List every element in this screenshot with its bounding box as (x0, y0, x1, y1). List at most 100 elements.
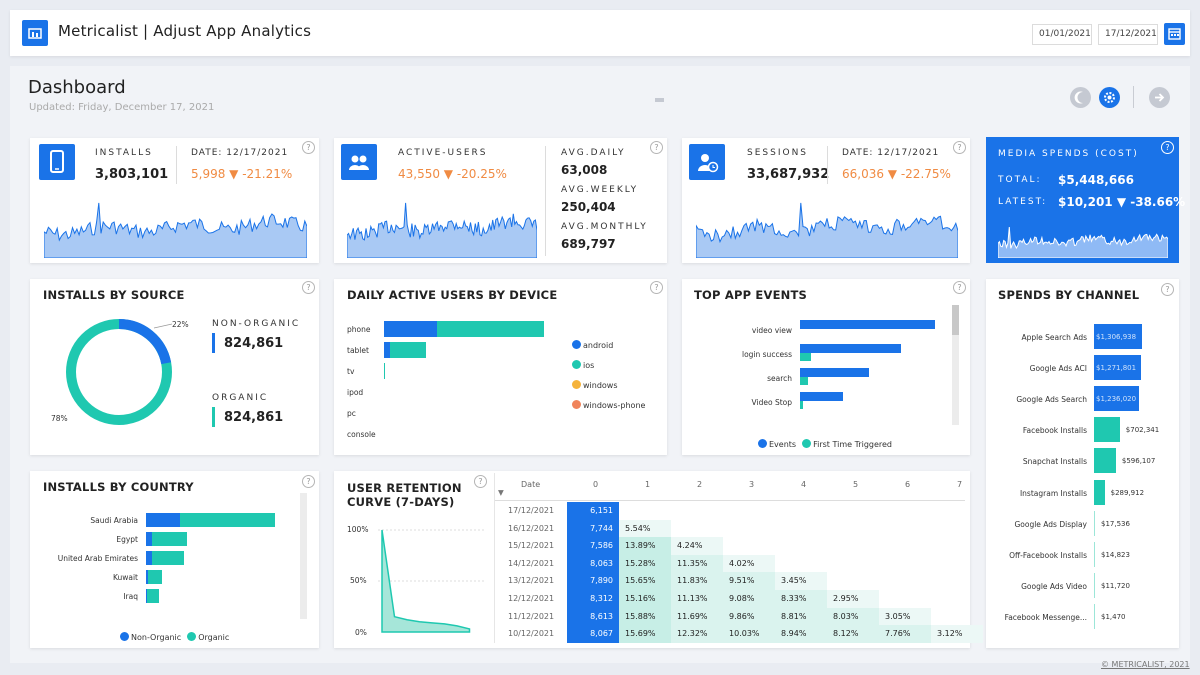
device-bar-android[interactable] (384, 342, 390, 358)
table-header-day[interactable]: 1 (645, 480, 651, 489)
table-cell[interactable]: 6,151 (567, 502, 619, 520)
table-cell[interactable]: 7,890 (567, 572, 619, 590)
next-arrow-icon[interactable] (1149, 87, 1170, 108)
country-bar-non-organic[interactable] (146, 551, 152, 565)
table-cell[interactable]: 10.03% (723, 625, 775, 643)
legend-item[interactable]: Organic (187, 632, 229, 642)
table-cell[interactable]: 8.33% (775, 590, 827, 608)
country-bar-non-organic[interactable] (146, 513, 180, 527)
help-icon[interactable]: ? (1161, 141, 1174, 154)
event-first-time-bar[interactable] (800, 401, 803, 409)
table-cell[interactable]: 3.45% (775, 572, 827, 590)
country-bar-organic[interactable] (152, 532, 187, 546)
channel-bar[interactable] (1094, 510, 1095, 536)
channel-bar[interactable] (1094, 417, 1120, 443)
table-cell[interactable]: 5.54% (619, 519, 671, 538)
channel-bar[interactable] (1094, 479, 1105, 505)
device-bar-ios[interactable] (389, 342, 426, 358)
country-bar-organic[interactable] (152, 551, 184, 565)
channel-bar[interactable] (1094, 603, 1095, 629)
calendar-button[interactable] (1164, 23, 1185, 45)
channel-bar[interactable] (1094, 572, 1095, 598)
legend-item-ios[interactable]: ios (572, 360, 645, 370)
table-header-day[interactable]: 6 (905, 480, 911, 489)
legend-item-windows-phone[interactable]: windows-phone (572, 400, 645, 410)
help-icon[interactable]: ? (302, 281, 315, 294)
country-bar-non-organic[interactable] (146, 532, 152, 546)
table-cell[interactable]: 8.94% (775, 625, 827, 643)
help-icon[interactable]: ? (953, 141, 966, 154)
table-cell[interactable]: 15.88% (619, 607, 671, 626)
table-cell[interactable]: 15.28% (619, 554, 671, 573)
help-icon[interactable]: ? (474, 475, 487, 488)
country-scrollbar[interactable] (300, 493, 307, 619)
channel-bar[interactable] (1094, 541, 1095, 567)
table-header-day[interactable]: 7 (957, 480, 963, 489)
legend-item[interactable]: Non-Organic (120, 632, 181, 642)
legend-item-android[interactable]: android (572, 340, 645, 350)
table-cell[interactable]: 12.32% (671, 625, 723, 643)
legend-item[interactable]: First Time Triggered (802, 439, 892, 449)
channel-bar[interactable] (1094, 324, 1142, 349)
legend-item-windows[interactable]: windows (572, 380, 645, 390)
table-cell[interactable]: 8,613 (567, 607, 619, 626)
table-cell[interactable]: 2.95% (827, 590, 879, 608)
table-header-day[interactable]: 0 (593, 480, 599, 489)
date-to-input[interactable]: 17/12/2021 (1098, 24, 1158, 45)
table-cell[interactable]: 15.69% (619, 625, 671, 643)
event-bar[interactable] (800, 392, 844, 401)
table-cell[interactable]: 15.16% (619, 590, 671, 608)
table-cell[interactable]: 3.05% (879, 607, 931, 626)
country-bar-non-organic[interactable] (146, 589, 147, 603)
table-cell[interactable]: 11.35% (671, 554, 723, 573)
footer-copyright[interactable]: © METRICALIST, 2021 (1101, 660, 1190, 669)
help-icon[interactable]: ? (1161, 283, 1174, 296)
table-header-day[interactable]: 5 (853, 480, 859, 489)
table-cell[interactable]: 9.51% (723, 572, 775, 590)
theme-toggle-icon[interactable] (1070, 87, 1091, 108)
collapse-handle[interactable] (655, 98, 664, 102)
help-icon[interactable]: ? (302, 141, 315, 154)
table-header-day[interactable]: 3 (749, 480, 755, 489)
help-icon[interactable]: ? (650, 281, 663, 294)
table-cell[interactable]: 8.81% (775, 607, 827, 626)
table-header-day[interactable]: 4 (801, 480, 807, 489)
table-cell[interactable]: 11.69% (671, 607, 723, 626)
events-scrollbar[interactable] (952, 305, 959, 425)
help-icon[interactable]: ? (302, 475, 315, 488)
table-header-date[interactable]: Date (521, 480, 541, 489)
table-cell[interactable]: 8,067 (567, 625, 619, 643)
settings-gear-icon[interactable] (1099, 87, 1120, 108)
country-bar-organic[interactable] (148, 570, 162, 584)
table-cell[interactable]: 11.13% (671, 590, 723, 608)
country-bar-non-organic[interactable] (146, 570, 148, 584)
device-bar-android[interactable] (384, 321, 438, 337)
table-cell[interactable]: 8,312 (567, 590, 619, 608)
events-scrollbar-thumb[interactable] (952, 305, 959, 335)
event-first-time-bar[interactable] (800, 377, 809, 385)
table-cell[interactable]: 8.12% (827, 625, 879, 643)
channel-bar[interactable] (1094, 386, 1140, 412)
legend-item[interactable]: Events (758, 439, 796, 449)
help-icon[interactable]: ? (650, 141, 663, 154)
event-first-time-bar[interactable] (800, 353, 811, 361)
table-cell[interactable]: 11.83% (671, 572, 723, 590)
event-bar[interactable] (800, 320, 935, 329)
country-bar-organic[interactable] (147, 589, 159, 603)
channel-bar[interactable] (1094, 355, 1141, 381)
help-icon[interactable]: ? (953, 281, 966, 294)
table-cell[interactable]: 9.86% (723, 607, 775, 626)
table-cell[interactable]: 15.65% (619, 572, 671, 590)
table-cell[interactable]: 7.76% (879, 625, 931, 643)
event-bar[interactable] (800, 368, 869, 377)
table-cell[interactable]: 4.02% (723, 554, 775, 573)
table-cell[interactable]: 7,586 (567, 537, 619, 555)
country-bar-organic[interactable] (180, 513, 275, 527)
table-header-day[interactable]: 2 (697, 480, 703, 489)
table-cell[interactable]: 7,744 (567, 519, 619, 538)
channel-bar[interactable] (1094, 448, 1116, 474)
sort-arrow-icon[interactable]: ▼ (498, 488, 504, 497)
table-cell[interactable]: 8.03% (827, 607, 879, 626)
table-cell[interactable]: 3.12% (931, 625, 983, 643)
date-from-input[interactable]: 01/01/2021 (1032, 24, 1092, 45)
